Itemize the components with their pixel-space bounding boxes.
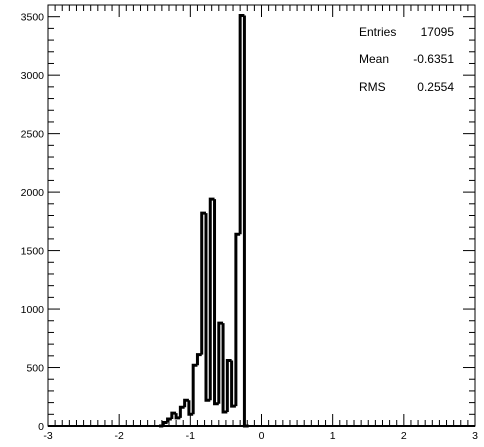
stats-entries-value: 17095 <box>421 25 455 39</box>
histogram-bin <box>200 211 206 355</box>
histogram-bin <box>178 405 185 418</box>
plot-frame <box>47 4 476 427</box>
stats-rms-value: 0.2554 <box>417 80 454 94</box>
stats-mean-label: Mean <box>359 52 389 66</box>
y-tick-label: 1000 <box>21 304 45 316</box>
histogram-bin <box>183 398 189 408</box>
stats-rms-label: RMS <box>359 80 386 94</box>
x-tick-label: 2 <box>401 430 407 442</box>
x-tick-label: -3 <box>43 430 52 442</box>
x-tick-label: 0 <box>259 430 265 442</box>
stats-box: Entries 17095 Mean -0.6351 RMS 0.2554 <box>359 25 454 94</box>
histogram-bin <box>191 363 198 415</box>
histogram-bin <box>213 199 219 406</box>
y-tick-label: 2500 <box>21 129 45 141</box>
x-tick-label: 3 <box>472 430 478 442</box>
histogram-bin <box>221 323 228 414</box>
y-tick-label: 3500 <box>21 12 45 24</box>
y-tick-label: 2000 <box>21 187 45 199</box>
stats-mean-value: -0.6351 <box>413 52 454 66</box>
x-tick-label: 1 <box>330 430 336 442</box>
y-tick-label: 1500 <box>21 246 45 258</box>
y-tick-label: 0 <box>38 421 44 433</box>
y-tick-label: 500 <box>26 363 44 375</box>
tick-labels-layer: -3 -2 -1 0 1 2 3 0 500 1000 1500 2000 2500 3000 3500 <box>21 12 478 442</box>
histogram-bin <box>195 353 202 366</box>
histogram-bin <box>225 359 232 412</box>
histogram-bin <box>174 413 181 420</box>
histogram-bin <box>161 420 168 426</box>
stats-entries-label: Entries <box>359 25 396 39</box>
y-tick-label: 3000 <box>21 70 45 82</box>
histogram-bin <box>187 400 194 416</box>
histogram-bin <box>170 411 177 419</box>
x-tick-label: -1 <box>186 430 195 442</box>
x-tick-label: -2 <box>114 430 123 442</box>
